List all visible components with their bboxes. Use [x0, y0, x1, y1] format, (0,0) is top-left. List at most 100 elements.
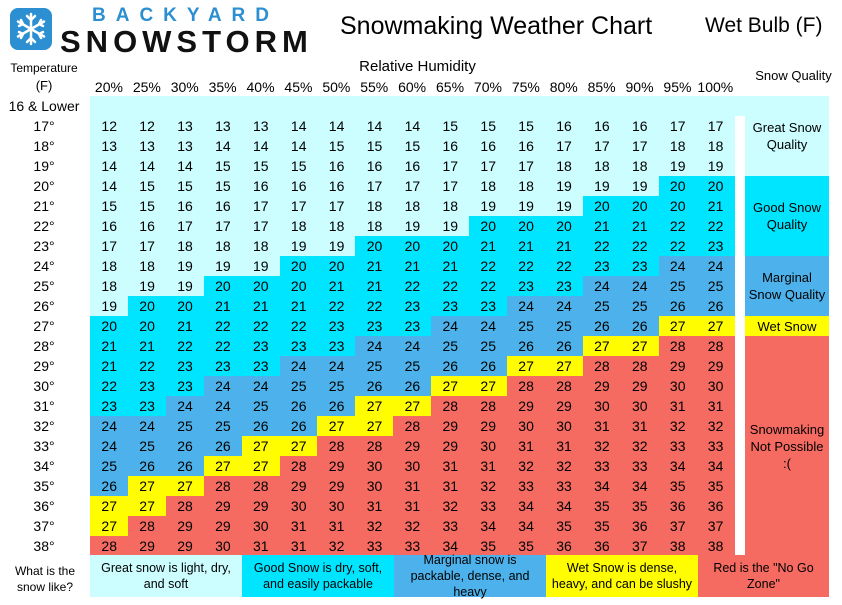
humidity-column-header: 80% [549, 79, 578, 95]
wet-bulb-cell: 17 [127, 236, 167, 256]
wet-bulb-cell: 20 [279, 256, 318, 276]
wet-bulb-cell: 21 [355, 276, 394, 296]
temperature-row-label: 31° [33, 398, 55, 414]
wet-bulb-cell: 33 [620, 456, 659, 476]
wet-bulb-cell: 33 [582, 456, 622, 476]
wet-bulb-cell: 30 [203, 536, 243, 556]
wet-bulb-cell: 27 [241, 436, 280, 456]
wet-bulb-cell: 23 [203, 356, 243, 376]
wet-bulb-cell: 15 [203, 156, 243, 176]
wet-bulb-cell: 21 [165, 316, 205, 336]
wet-bulb-cell: 30 [469, 436, 508, 456]
wet-bulb-cell: 27 [127, 476, 167, 496]
wet-bulb-cell: 19 [317, 236, 356, 256]
wet-bulb-cell: 24 [127, 416, 167, 436]
wet-bulb-cell: 19 [582, 176, 622, 196]
wet-bulb-cell: 23 [317, 316, 356, 336]
wet-bulb-cell: 29 [620, 376, 659, 396]
wet-bulb-cell: 20 [431, 236, 470, 256]
wet-bulb-cell: 23 [90, 396, 129, 416]
wet-bulb-cell: 31 [393, 476, 432, 496]
wet-bulb-cell: 17 [582, 136, 622, 156]
wet-bulb-cell: 28 [544, 376, 584, 396]
footer-question: What is the snow like? [14, 564, 76, 594]
wet-bulb-cell: 14 [279, 136, 318, 156]
temperature-row-label: 38° [33, 538, 55, 554]
wet-bulb-cell: 29 [165, 516, 205, 536]
wet-bulb-cell: 26 [431, 356, 470, 376]
wet-bulb-cell: 33 [544, 476, 584, 496]
wet-bulb-cell: 23 [317, 336, 356, 356]
temperature-row-label: 36° [33, 498, 55, 514]
wet-bulb-cell: 15 [241, 156, 280, 176]
wet-bulb-cell: 18 [696, 136, 735, 156]
wet-bulb-cell: 28 [469, 396, 508, 416]
snow-quality-header: Snow Quality [755, 68, 832, 83]
wet-bulb-cell: 21 [620, 216, 659, 236]
wet-bulb-cell: 36 [582, 536, 622, 556]
wet-bulb-cell: 16 [90, 216, 129, 236]
logo-text-snowstorm: SNOWSTORM [60, 24, 313, 59]
wet-bulb-cell: 23 [355, 316, 394, 336]
wet-bulb-cell: 27 [506, 356, 546, 376]
wet-bulb-cell: 23 [393, 296, 432, 316]
wet-bulb-cell: 26 [90, 476, 129, 496]
wet-bulb-cell: 19 [696, 156, 735, 176]
humidity-column-header: 20% [94, 79, 123, 95]
wet-bulb-cell: 16 [620, 116, 659, 136]
humidity-column-header: 30% [170, 79, 199, 95]
wet-bulb-cell: 30 [279, 496, 318, 516]
temperature-row-label: 18° [33, 138, 55, 154]
wet-bulb-cell: 22 [393, 276, 432, 296]
wet-bulb-cell: 17 [620, 136, 659, 156]
wet-bulb-cell: 29 [696, 356, 735, 376]
wet-bulb-cell: 29 [203, 496, 243, 516]
wet-bulb-cell: 20 [241, 276, 280, 296]
wet-bulb-cell: 28 [393, 416, 432, 436]
wet-bulb-cell: 18 [90, 256, 129, 276]
wet-bulb-cell: 25 [241, 396, 280, 416]
wet-bulb-cell: 25 [506, 316, 546, 336]
wet-bulb-cell: 21 [696, 196, 735, 216]
wet-bulb-cell: 27 [355, 416, 394, 436]
wet-bulb-cell: 36 [696, 496, 735, 516]
wet-bulb-cell: 14 [127, 156, 167, 176]
wet-bulb-cell: 21 [506, 236, 546, 256]
wet-bulb-cell: 33 [431, 516, 470, 536]
wet-bulb-cell: 30 [658, 376, 697, 396]
wet-bulb-cell: 19 [393, 216, 432, 236]
wet-bulb-cell: 15 [279, 156, 318, 176]
wet-bulb-cell: 18 [469, 176, 508, 196]
wet-bulb-cell: 28 [317, 436, 356, 456]
chart-subtitle: Wet Bulb (F) [705, 14, 823, 37]
wet-bulb-cell: 27 [279, 436, 318, 456]
wet-bulb-cell: 28 [582, 356, 622, 376]
wet-bulb-cell: 37 [620, 536, 659, 556]
wet-bulb-cell: 23 [127, 376, 167, 396]
wet-bulb-cell: 22 [658, 216, 697, 236]
wet-bulb-cell: 29 [469, 416, 508, 436]
wet-bulb-cell: 31 [279, 536, 318, 556]
wet-bulb-cell: 17 [544, 136, 584, 156]
wet-bulb-cell: 13 [127, 136, 167, 156]
footer-great: Great snow is light, dry, and soft [90, 555, 242, 597]
wet-bulb-cell: 21 [279, 296, 318, 316]
wet-bulb-cell: 20 [544, 216, 584, 236]
wet-bulb-cell: 35 [506, 536, 546, 556]
temperature-row-label: 23° [33, 238, 55, 254]
wet-bulb-cell: 34 [506, 516, 546, 536]
humidity-column-header: 40% [246, 79, 275, 95]
wet-bulb-cell: 18 [279, 216, 318, 236]
wet-bulb-cell: 19 [90, 296, 129, 316]
wet-bulb-cell: 21 [544, 236, 584, 256]
wet-bulb-cell: 27 [582, 336, 622, 356]
humidity-column-header: 50% [322, 79, 351, 95]
humidity-column-header: 70% [473, 79, 502, 95]
wet-bulb-cell: 29 [582, 376, 622, 396]
wet-bulb-cell: 29 [317, 456, 356, 476]
wet-bulb-cell: 18 [165, 236, 205, 256]
wet-bulb-cell: 15 [127, 196, 167, 216]
wet-bulb-cell: 20 [582, 196, 622, 216]
wet-bulb-cell: 20 [658, 196, 697, 216]
wet-bulb-cell: 31 [696, 396, 735, 416]
